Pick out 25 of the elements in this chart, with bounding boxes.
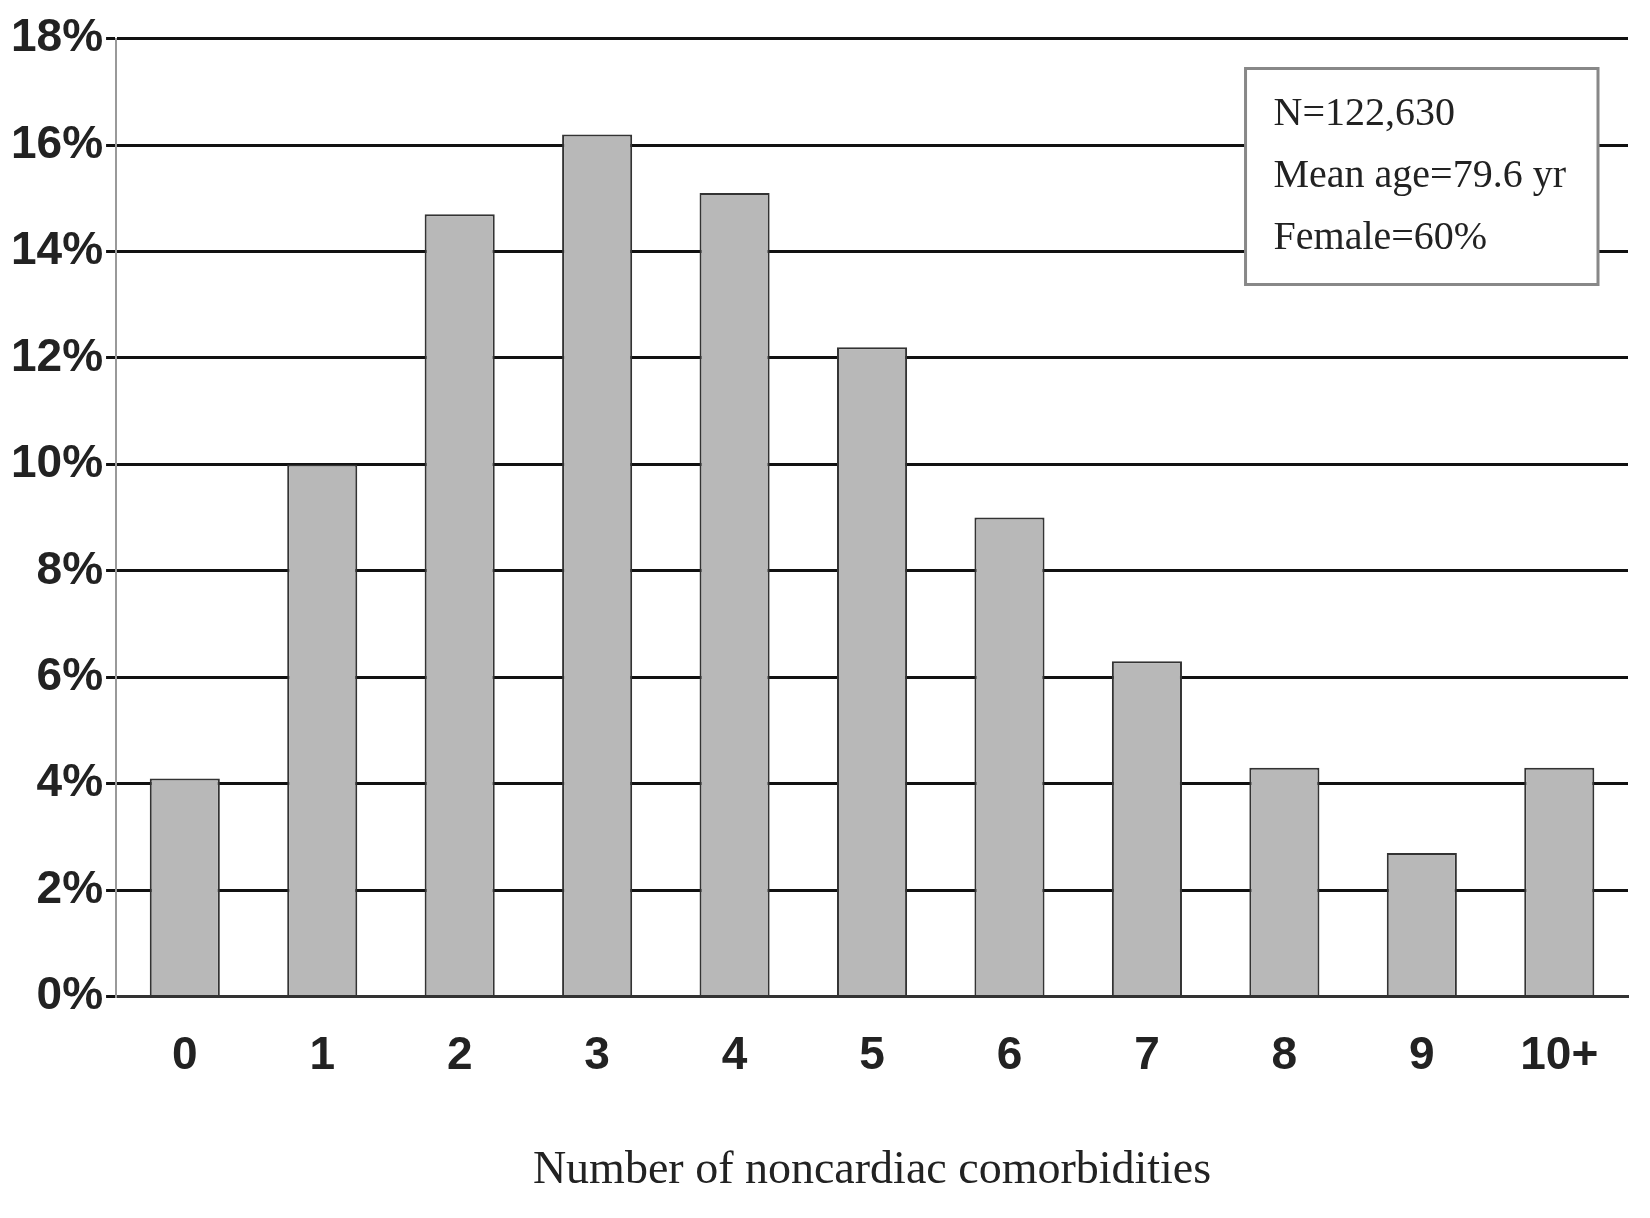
x-axis-title: Number of noncardiac comorbidities bbox=[532, 1142, 1212, 1194]
y-tick-label: 0% bbox=[36, 967, 104, 1020]
y-tick-label: 8% bbox=[36, 541, 104, 594]
annotation: N=122,630 bbox=[1273, 89, 1455, 135]
x-tick-label: 5 bbox=[859, 1026, 885, 1079]
y-tick-label: 12% bbox=[10, 328, 104, 381]
x-tick-label: 1 bbox=[309, 1026, 336, 1079]
y-tick-label: 6% bbox=[36, 647, 104, 700]
y-tick-label: 16% bbox=[10, 115, 104, 168]
x-tick-label: 4 bbox=[721, 1026, 748, 1079]
x-tick-label: 6 bbox=[996, 1026, 1023, 1079]
x-tick-label: 9 bbox=[1409, 1026, 1435, 1079]
x-tick-label: 10+ bbox=[1520, 1026, 1599, 1079]
annotation: Mean age=79.6 yr bbox=[1273, 151, 1567, 197]
x-tick-label: 8 bbox=[1271, 1026, 1298, 1079]
y-tick-label: 18% bbox=[10, 9, 104, 62]
annotation: Female=60% bbox=[1273, 213, 1488, 259]
x-tick-label: 3 bbox=[584, 1026, 610, 1079]
y-tick-label: 2% bbox=[36, 860, 104, 913]
y-tick-label: 14% bbox=[10, 222, 104, 275]
x-tick-label: 2 bbox=[446, 1026, 473, 1079]
x-tick-label: 7 bbox=[1134, 1026, 1160, 1079]
y-tick-label: 4% bbox=[36, 754, 104, 807]
x-tick-label: 0 bbox=[171, 1026, 198, 1079]
y-tick-label: 10% bbox=[10, 435, 104, 488]
